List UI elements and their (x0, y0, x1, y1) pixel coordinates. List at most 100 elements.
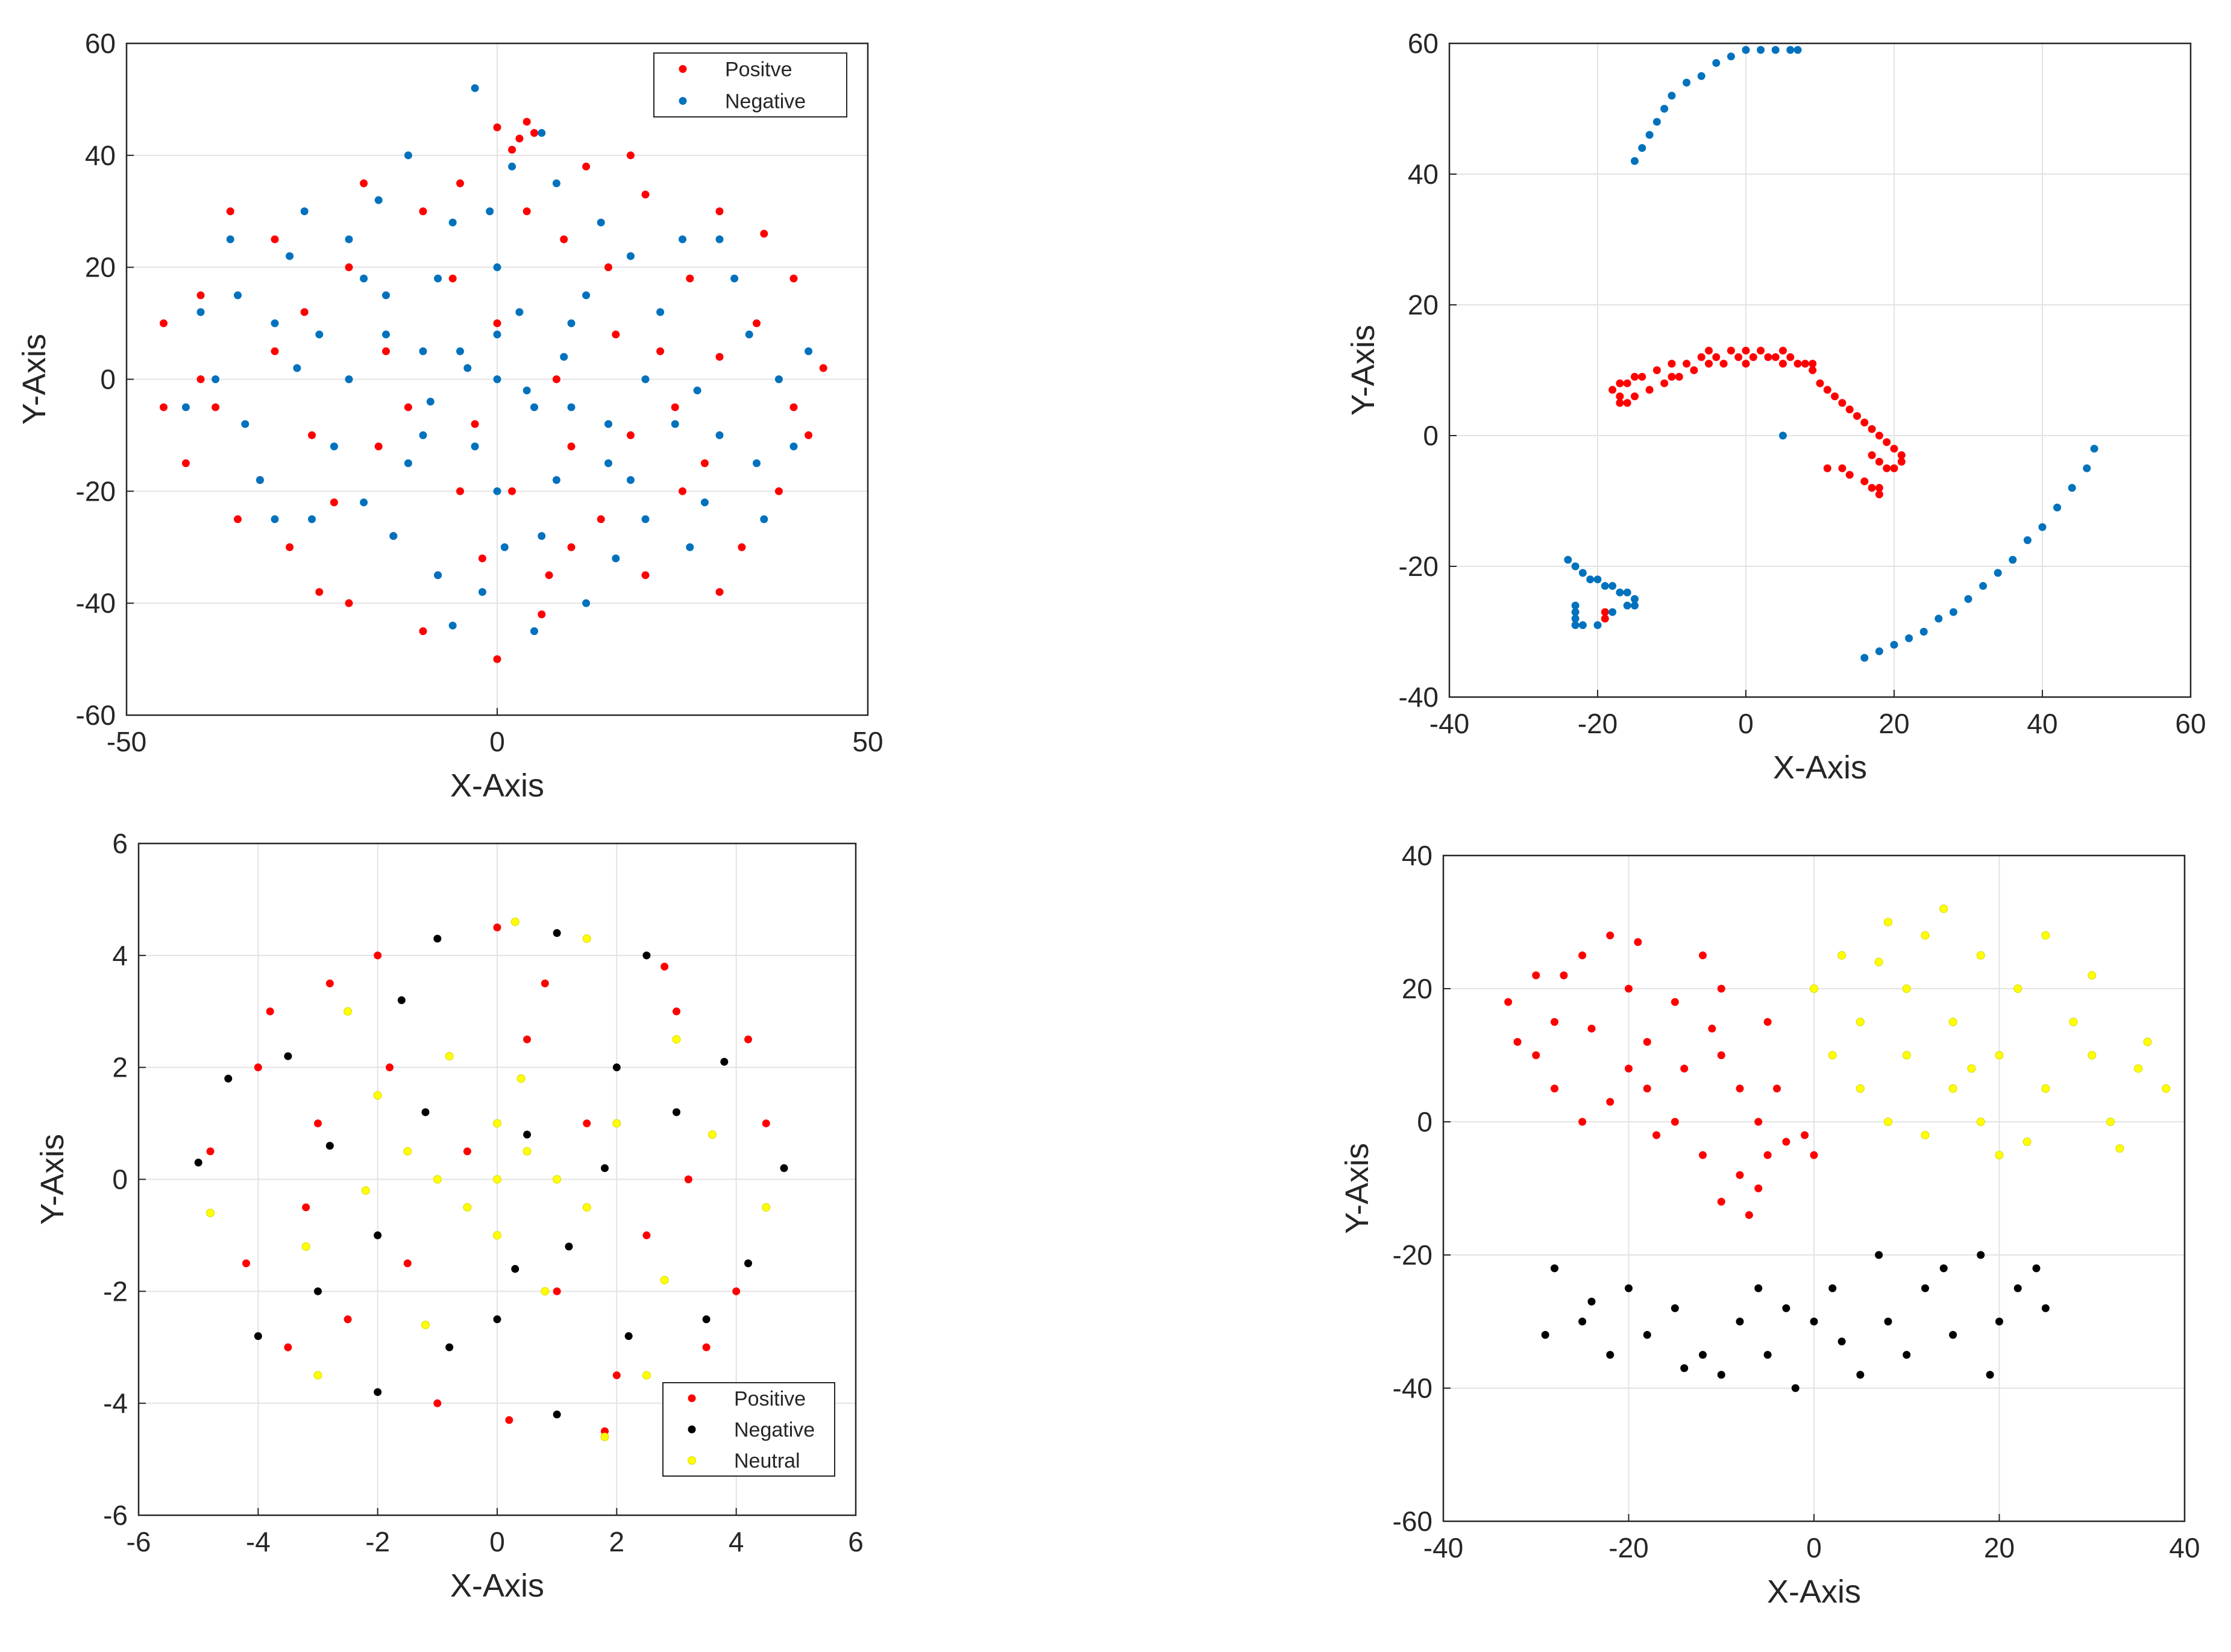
series-negative (1541, 1251, 2050, 1392)
data-point (463, 1203, 472, 1212)
data-point (196, 291, 205, 299)
y-tick-label: 60 (85, 28, 116, 59)
data-point (493, 1175, 501, 1184)
data-point (612, 1063, 621, 1072)
data-point (286, 543, 294, 551)
data-point (382, 291, 390, 299)
axes-box (1448, 42, 2192, 698)
data-point (421, 1321, 430, 1330)
data-point (1697, 72, 1705, 80)
data-point (293, 364, 301, 372)
data-point (1754, 1184, 1763, 1192)
data-point (1571, 562, 1580, 571)
data-point (715, 207, 724, 216)
data-point (1645, 131, 1654, 139)
data-point (1757, 46, 1765, 54)
data-point (1717, 1051, 1725, 1059)
data-point (673, 1108, 680, 1116)
data-point (1683, 360, 1691, 368)
data-point (374, 1388, 382, 1397)
data-point (805, 431, 813, 439)
data-point (463, 364, 472, 372)
data-point (1939, 1264, 1948, 1272)
data-point (325, 1142, 334, 1150)
data-point (1779, 346, 1787, 355)
series-negative (1564, 46, 2098, 662)
x-tick-label: 20 (1878, 708, 1909, 739)
data-point (493, 319, 501, 328)
data-point (1616, 392, 1624, 401)
data-point (1838, 399, 1847, 407)
x-tick-label: 40 (2027, 708, 2057, 739)
data-point (433, 934, 442, 943)
data-point (1921, 1284, 1929, 1292)
data-point (1616, 399, 1624, 407)
data-point (1587, 1297, 1596, 1306)
data-point (738, 543, 746, 551)
data-point (1905, 634, 1913, 642)
data-point (2115, 1144, 2124, 1153)
data-point (2022, 1137, 2032, 1147)
data-point (1608, 386, 1617, 394)
data-point (641, 375, 650, 383)
data-point (679, 487, 686, 495)
data-point (567, 442, 576, 451)
data-point (404, 151, 412, 160)
data-point (374, 951, 382, 960)
y-tick-label: 20 (1408, 289, 1439, 321)
data-point (1727, 52, 1735, 61)
data-point (181, 403, 190, 411)
data-point (1645, 386, 1654, 394)
data-point (582, 1203, 591, 1212)
data-point (360, 274, 368, 283)
series-positive (206, 923, 770, 1436)
data-point (271, 515, 279, 524)
data-point (1856, 1371, 1865, 1379)
data-point (386, 1063, 394, 1072)
data-point (1551, 1264, 1558, 1272)
data-point (538, 532, 546, 540)
data-point (1771, 353, 1780, 361)
data-point (345, 375, 353, 383)
data-point (1837, 1338, 1846, 1346)
data-point (1616, 588, 1624, 596)
data-point (500, 543, 509, 551)
data-point (1680, 1065, 1689, 1073)
x-axis-label: X-Axis (450, 768, 544, 804)
data-point (679, 235, 686, 243)
data-point (1754, 1118, 1763, 1126)
data-point (1623, 399, 1631, 407)
data-point (1652, 1131, 1661, 1139)
data-point (753, 319, 761, 328)
data-point (560, 235, 568, 243)
data-point (1875, 457, 1883, 466)
data-point (1719, 360, 1728, 368)
data-point (1791, 1384, 1800, 1392)
data-point (397, 996, 406, 1004)
data-point (1532, 971, 1540, 980)
data-point (404, 403, 412, 411)
data-point (1919, 628, 1928, 636)
data-point (1809, 360, 1817, 368)
x-tick-label: 0 (1806, 1532, 1822, 1563)
data-point (1875, 484, 1883, 492)
data-point (1977, 1251, 1985, 1259)
data-point (565, 1242, 573, 1251)
data-point (403, 1259, 412, 1268)
y-axis-label: Y-Axis (16, 334, 52, 425)
data-point (715, 235, 724, 243)
data-point (1782, 1137, 1790, 1146)
data-point (1860, 418, 1869, 427)
data-point (241, 420, 249, 428)
data-point (732, 1287, 741, 1295)
data-point (774, 375, 783, 383)
data-point (523, 1035, 532, 1043)
data-point (1717, 1198, 1725, 1206)
data-point (2032, 1264, 2041, 1272)
data-point (206, 1209, 215, 1218)
data-point (345, 263, 353, 272)
data-point (612, 1371, 621, 1380)
data-point (315, 588, 324, 596)
data-point (471, 442, 479, 451)
